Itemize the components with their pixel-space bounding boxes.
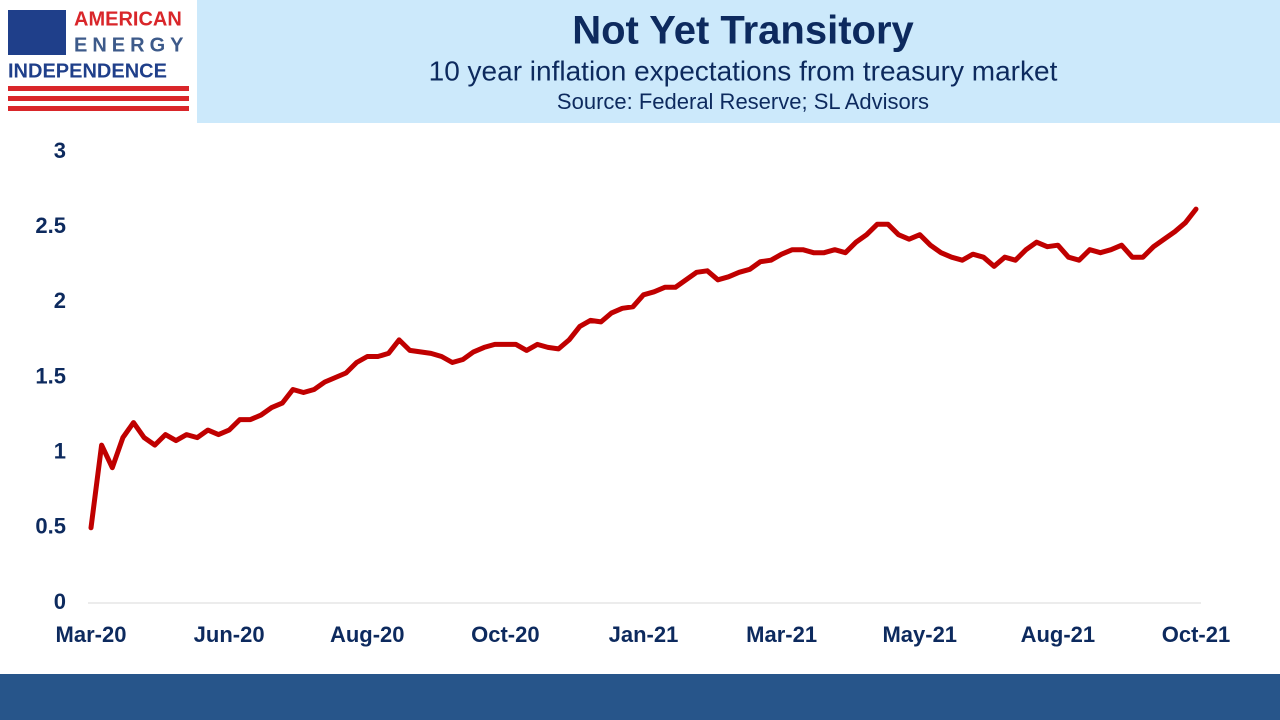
chart-title: Not Yet Transitory — [572, 9, 914, 53]
x-tick-label: Aug-20 — [330, 622, 405, 647]
x-tick-label: Mar-21 — [746, 622, 817, 647]
x-tick-label: Jun-20 — [194, 622, 265, 647]
logo-text: INDEPENDENCE — [8, 60, 167, 82]
x-tick-label: Oct-20 — [471, 622, 539, 647]
x-tick-label: Aug-21 — [1021, 622, 1096, 647]
logo-text: ENERGY — [74, 34, 188, 56]
y-tick-label: 1 — [54, 438, 66, 463]
y-tick-label: 3 — [54, 138, 66, 163]
x-tick-label: Jan-21 — [609, 622, 679, 647]
logo: AMERICAN ENERGY INDEPENDENCE — [8, 8, 189, 111]
header-band — [197, 0, 1280, 123]
flag-stripe — [8, 106, 189, 111]
y-tick-label: 2.5 — [35, 213, 66, 238]
y-tick-label: 2 — [54, 288, 66, 313]
y-tick-label: 1.5 — [35, 363, 66, 388]
x-tick-label: Mar-20 — [56, 622, 127, 647]
x-tick-label: May-21 — [882, 622, 957, 647]
chart-subtitle: 10 year inflation expectations from trea… — [429, 55, 1058, 86]
logo-text: AMERICAN — [74, 8, 182, 30]
flag-stripe — [8, 86, 189, 91]
footer-band — [0, 674, 1280, 720]
flag-canton — [8, 10, 66, 55]
data-line — [88, 206, 1199, 531]
y-tick-label: 0 — [54, 589, 66, 614]
y-tick-label: 0.5 — [35, 514, 66, 539]
chart-source: Source: Federal Reserve; SL Advisors — [557, 89, 929, 114]
flag-stripe — [8, 96, 189, 101]
x-tick-label: Oct-21 — [1162, 622, 1230, 647]
